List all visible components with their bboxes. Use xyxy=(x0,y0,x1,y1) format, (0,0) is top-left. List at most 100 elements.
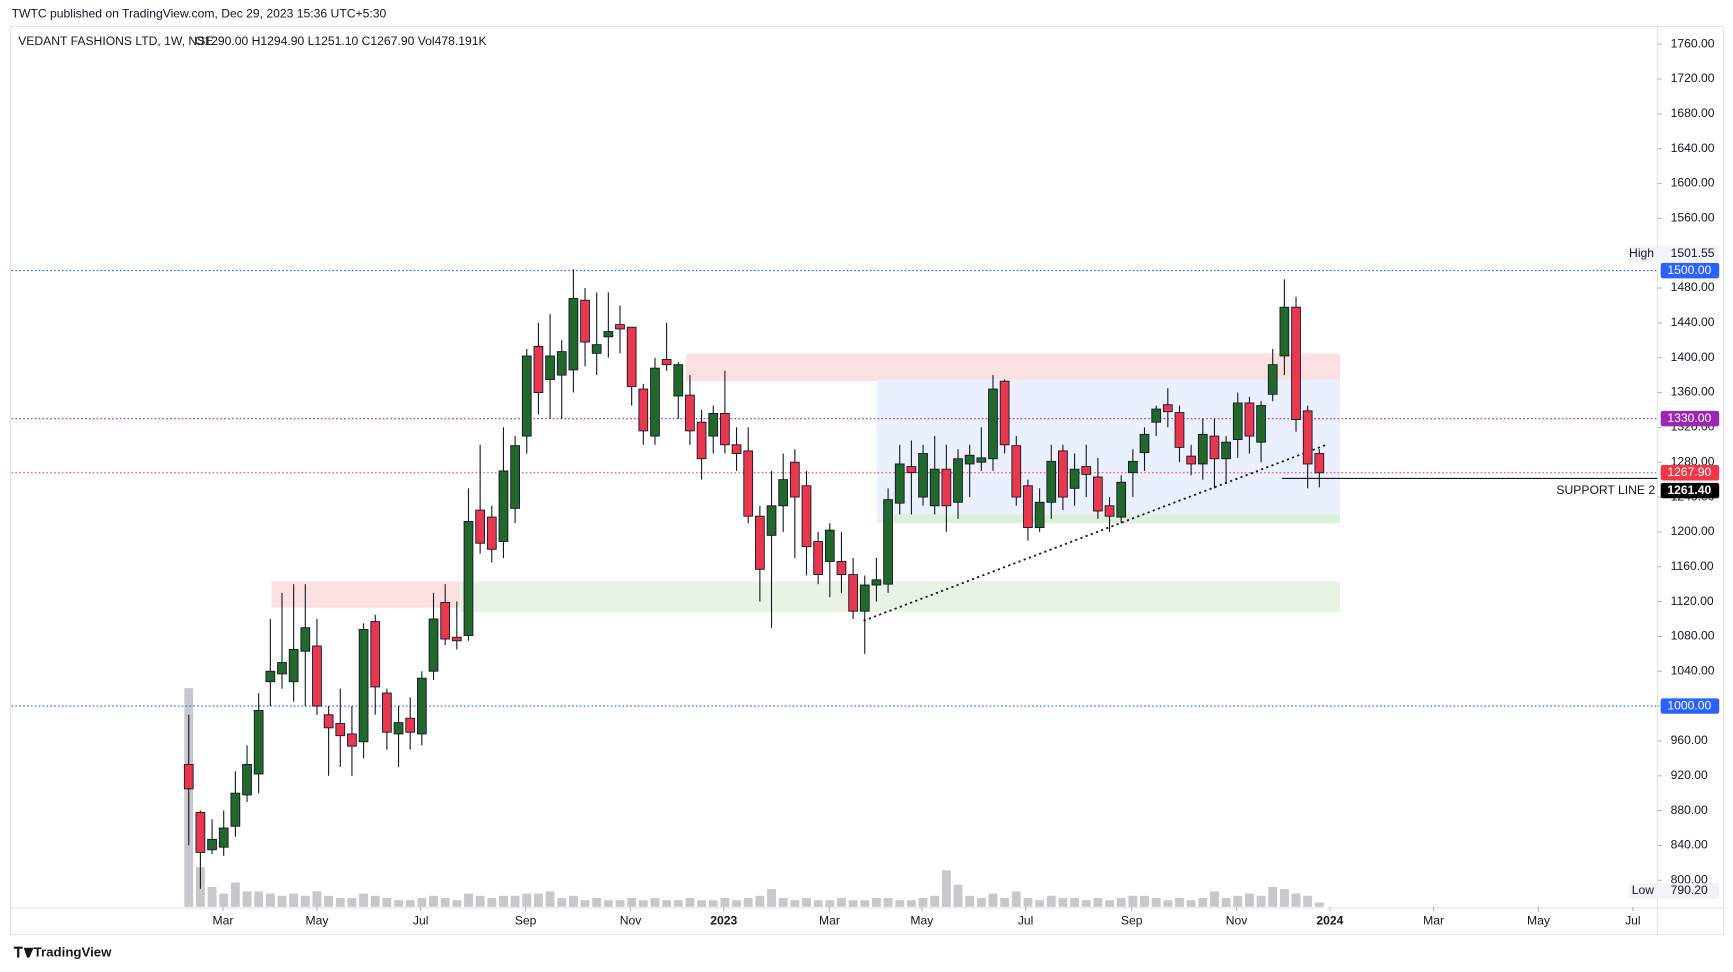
y-tick-label: 1280.00 xyxy=(1671,454,1715,468)
candle-body xyxy=(953,458,963,503)
x-tick-label: Sep xyxy=(515,913,537,927)
price-label: 1330.00 xyxy=(1667,411,1711,425)
candle-body xyxy=(440,601,451,640)
low_mark-box xyxy=(1628,883,1720,899)
volume-bar xyxy=(522,893,532,907)
support-name: SUPPORT LINE 2 xyxy=(1556,483,1655,497)
candle-body xyxy=(556,351,567,376)
volume-bar xyxy=(1000,897,1010,907)
volume-bar xyxy=(906,900,916,907)
zone xyxy=(271,581,460,608)
volume-bar xyxy=(1279,889,1289,907)
volume-bar xyxy=(662,900,672,907)
candle-body xyxy=(195,811,206,853)
x-tick-label: Nov xyxy=(1226,913,1249,927)
volume-bar xyxy=(1210,891,1219,907)
candle-body xyxy=(696,421,707,460)
volume-bar xyxy=(312,891,322,907)
volume-bar xyxy=(673,900,683,907)
candle-body xyxy=(277,662,287,675)
volume-bar xyxy=(1198,897,1208,907)
candle-body xyxy=(988,388,998,460)
volume-bar xyxy=(1023,897,1033,907)
volume-bar xyxy=(627,897,637,907)
high_mark-text: High xyxy=(1629,246,1654,260)
volume-bar xyxy=(790,900,800,907)
price-label-box xyxy=(1660,262,1720,279)
volume-bar xyxy=(930,895,940,907)
volume-bar xyxy=(300,895,310,907)
candle-body xyxy=(463,520,474,636)
volume-bar xyxy=(475,895,485,907)
candle-body xyxy=(813,541,824,576)
candle-body xyxy=(253,709,264,775)
volume-bar xyxy=(638,900,648,907)
candle-body xyxy=(673,364,684,397)
y-tick-label: 1640.00 xyxy=(1671,141,1715,155)
candle-body xyxy=(1279,306,1290,357)
volume-bar xyxy=(615,900,625,907)
y-tick-label: 1120.00 xyxy=(1671,594,1714,608)
volume-bar xyxy=(1268,886,1278,907)
candle-body xyxy=(1314,453,1325,474)
candle-body xyxy=(871,579,882,586)
volume-bar xyxy=(1070,897,1079,907)
volume-bar xyxy=(755,895,765,907)
candle-body xyxy=(405,717,416,733)
x-tick-label: 2023 xyxy=(710,913,737,927)
volume-bar xyxy=(1035,900,1045,907)
support-label: 1261.40 xyxy=(1667,483,1711,497)
volume-bar xyxy=(324,895,334,907)
price-label-box xyxy=(1660,465,1720,481)
y-tick-label: 880.00 xyxy=(1671,803,1708,817)
candle-body xyxy=(591,344,602,354)
candle-body xyxy=(207,838,217,851)
volume-bar xyxy=(335,897,345,907)
volume-bar xyxy=(1314,902,1324,907)
candle-body xyxy=(230,792,241,827)
candle-body xyxy=(906,466,917,474)
frame xyxy=(9,25,1725,935)
candle-body xyxy=(1104,505,1115,517)
zone xyxy=(893,514,1340,524)
volume-bar xyxy=(254,891,264,907)
y-tick-label: 1760.00 xyxy=(1671,36,1715,50)
volume-bar xyxy=(813,900,823,907)
y-tick-label: 1720.00 xyxy=(1671,71,1715,85)
candle-body xyxy=(1186,455,1196,465)
x-tick-label: May xyxy=(910,913,934,927)
y-tick-label: 800.00 xyxy=(1671,872,1708,886)
y-tick-label: 1600.00 xyxy=(1671,176,1715,190)
candle-body xyxy=(1127,460,1138,474)
candle-body xyxy=(382,692,392,733)
candle-body xyxy=(789,461,800,498)
support-label-box xyxy=(1660,482,1720,499)
price-label: 1500.00 xyxy=(1667,263,1711,277)
candle-body xyxy=(416,677,427,735)
volume-bar xyxy=(545,891,555,907)
x-tick-label: Sep xyxy=(1121,913,1143,927)
volume-bar xyxy=(440,897,450,907)
candle-body xyxy=(1267,364,1278,395)
x-tick-label: 2024 xyxy=(1316,913,1343,927)
x-tick-label: Jul xyxy=(1018,913,1034,927)
candle-body xyxy=(265,670,276,683)
candle-body xyxy=(545,355,555,380)
volume-bar xyxy=(1105,900,1114,907)
volume-bar xyxy=(953,884,963,907)
candle-body xyxy=(615,324,625,330)
volume-bar xyxy=(464,893,473,907)
candle-body xyxy=(1151,408,1162,423)
x-tick-label: May xyxy=(1527,913,1551,927)
volume-bar xyxy=(848,900,858,907)
candle-body xyxy=(335,723,346,737)
price-label: 1000.00 xyxy=(1667,698,1711,712)
candle-body xyxy=(1011,445,1022,498)
candle-body xyxy=(1081,466,1092,475)
candle-body xyxy=(1046,460,1057,503)
candle-body xyxy=(580,299,590,343)
volume-bar xyxy=(685,897,695,907)
volume-bar xyxy=(837,897,846,907)
